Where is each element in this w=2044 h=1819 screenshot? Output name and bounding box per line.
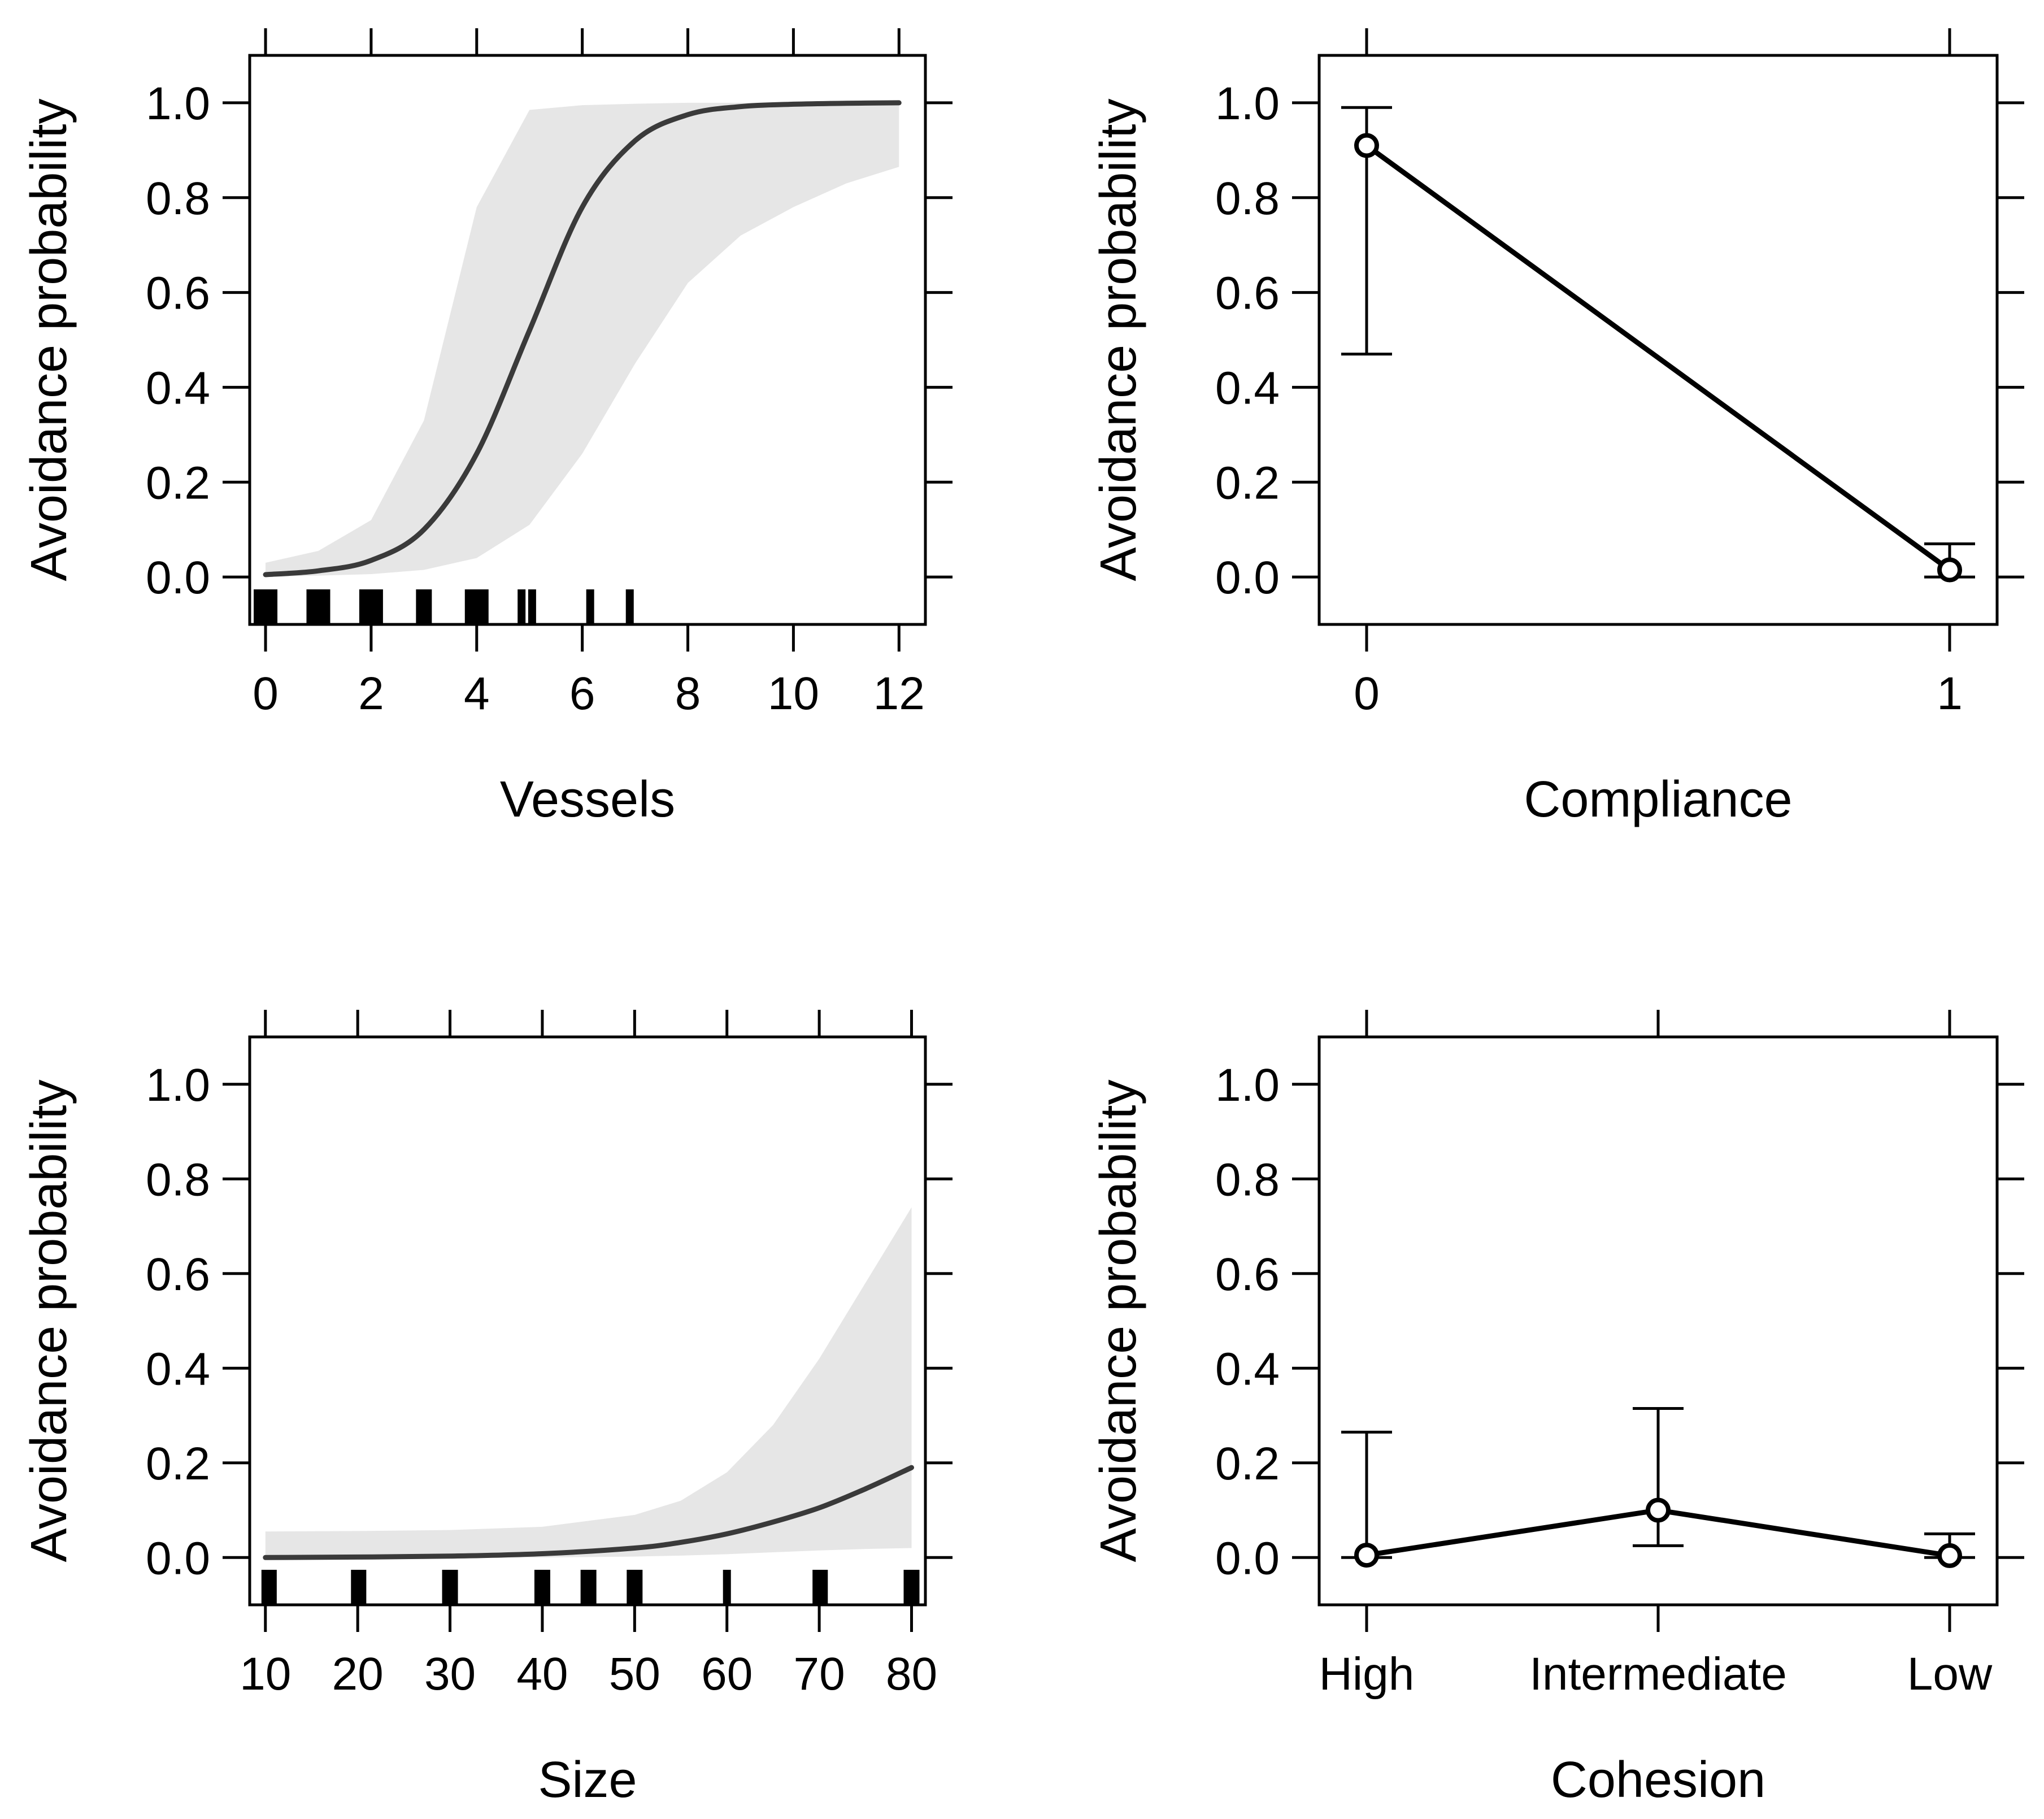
x-tick-label: 20 xyxy=(332,1648,384,1700)
x-tick-label: 10 xyxy=(240,1648,291,1700)
rug-mark xyxy=(517,589,526,624)
y-tick-label: 0.6 xyxy=(146,1249,210,1300)
x-tick-label: 2 xyxy=(358,668,384,719)
rug-mark xyxy=(586,589,594,624)
y-tick-label: 0.6 xyxy=(1215,268,1280,319)
rug-mark xyxy=(416,589,432,624)
x-tick-label: 30 xyxy=(424,1648,476,1700)
x-tick-label: 50 xyxy=(609,1648,660,1700)
data-point xyxy=(1937,557,1962,583)
rug-mark xyxy=(625,589,634,624)
x-tick-label: 40 xyxy=(516,1648,568,1700)
x-axis-title: Vessels xyxy=(500,771,675,828)
y-tick-label: 1.0 xyxy=(1215,78,1280,129)
y-tick-label: 0.8 xyxy=(146,173,210,224)
y-tick-label: 0.0 xyxy=(1215,552,1280,604)
x-tick-label: Intermediate xyxy=(1529,1648,1787,1700)
y-axis-title: Avoidance probability xyxy=(21,99,77,581)
rug-mark xyxy=(442,1570,458,1605)
panel-vessels: 0.0 0.2 0.4 0.6 0.8 1.0 0 2 4 6 8 10 12 Vessels Avoida… xyxy=(21,28,953,828)
rug-mark xyxy=(464,589,489,624)
rug-mark xyxy=(903,1570,920,1605)
x-axis-title: Compliance xyxy=(1524,771,1792,828)
rug-mark xyxy=(580,1570,597,1605)
y-tick-label: 1.0 xyxy=(146,1060,210,1111)
x-tick-label: 12 xyxy=(873,668,925,719)
x-tick-label: 6 xyxy=(569,668,595,719)
rug-mark xyxy=(812,1570,821,1605)
x-tick-label: 1 xyxy=(1937,668,1963,719)
x-tick-label: 4 xyxy=(464,668,490,719)
x-tick-label: 8 xyxy=(675,668,701,719)
x-tick-label: 0 xyxy=(1354,668,1380,719)
fitted-line xyxy=(263,1465,914,1560)
y-tick-label: 0.4 xyxy=(146,362,210,414)
y-tick-label: 0.2 xyxy=(146,457,210,509)
fitted-line xyxy=(263,100,902,578)
data-point xyxy=(1354,133,1379,158)
x-tick-label: 10 xyxy=(768,668,819,719)
y-tick-label: 0.2 xyxy=(146,1438,210,1490)
y-axis-title: Avoidance probability xyxy=(1090,1080,1147,1562)
rug-mark xyxy=(359,589,383,624)
y-tick-label: 0.4 xyxy=(1215,1343,1280,1395)
x-axis-title: Cohesion xyxy=(1551,1752,1765,1808)
data-point xyxy=(1354,1543,1379,1568)
y-axis-title: Avoidance probability xyxy=(1090,99,1147,581)
rug-mark xyxy=(723,1570,731,1605)
y-tick-label: 0.4 xyxy=(146,1343,210,1395)
rug-mark xyxy=(820,1570,828,1605)
rug-mark xyxy=(627,1570,643,1605)
rug-mark xyxy=(351,1570,359,1605)
rug-mark xyxy=(534,1570,550,1605)
y-tick-label: 0.2 xyxy=(1215,457,1280,509)
x-tick-label: High xyxy=(1319,1648,1415,1700)
y-tick-label: 0.6 xyxy=(1215,1249,1280,1300)
effect-line xyxy=(1365,143,1951,572)
y-tick-label: 0.2 xyxy=(1215,1438,1280,1490)
rug-mark xyxy=(254,589,278,624)
data-point xyxy=(1937,1543,1962,1568)
y-tick-label: 0.6 xyxy=(146,268,210,319)
x-tick-label: 60 xyxy=(701,1648,753,1700)
y-axis-title: Avoidance probability xyxy=(21,1080,77,1562)
y-tick-label: 0.8 xyxy=(1215,173,1280,224)
y-tick-label: 0.0 xyxy=(146,552,210,604)
confidence-band xyxy=(265,1207,912,1558)
rug-mark xyxy=(528,589,536,624)
panel-size: 0.0 0.2 0.4 0.6 0.8 1.0 10 20 30 40 50 60 70 80 Size Av… xyxy=(21,1010,953,1808)
data-point xyxy=(1646,1497,1671,1523)
plot-frame xyxy=(1317,54,1999,626)
panel-compliance: 0.0 0.2 0.4 0.6 0.8 1.0 0 1 Compliance Avoidance … xyxy=(1090,28,2024,828)
panel-cohesion: 0.0 0.2 0.4 0.6 0.8 1.0 High Intermediate Low Coh… xyxy=(1090,1010,2024,1808)
y-tick-label: 0.0 xyxy=(146,1533,210,1584)
y-tick-label: 1.0 xyxy=(146,78,210,129)
rug-mark xyxy=(261,1570,269,1605)
y-tick-label: 0.4 xyxy=(1215,362,1280,414)
y-tick-label: 0.8 xyxy=(1215,1154,1280,1205)
confidence-band xyxy=(266,102,899,578)
rug-mark xyxy=(306,589,330,624)
rug-mark xyxy=(358,1570,367,1605)
y-tick-label: 0.8 xyxy=(146,1154,210,1205)
x-axis-title: Size xyxy=(538,1752,637,1808)
y-tick-label: 0.0 xyxy=(1215,1533,1280,1584)
x-tick-label: Low xyxy=(1907,1648,1993,1700)
x-tick-label: 0 xyxy=(253,668,279,719)
x-tick-label: 80 xyxy=(886,1648,937,1700)
x-tick-label: 70 xyxy=(793,1648,845,1700)
rug-mark xyxy=(268,1570,277,1605)
y-tick-label: 1.0 xyxy=(1215,1060,1280,1111)
